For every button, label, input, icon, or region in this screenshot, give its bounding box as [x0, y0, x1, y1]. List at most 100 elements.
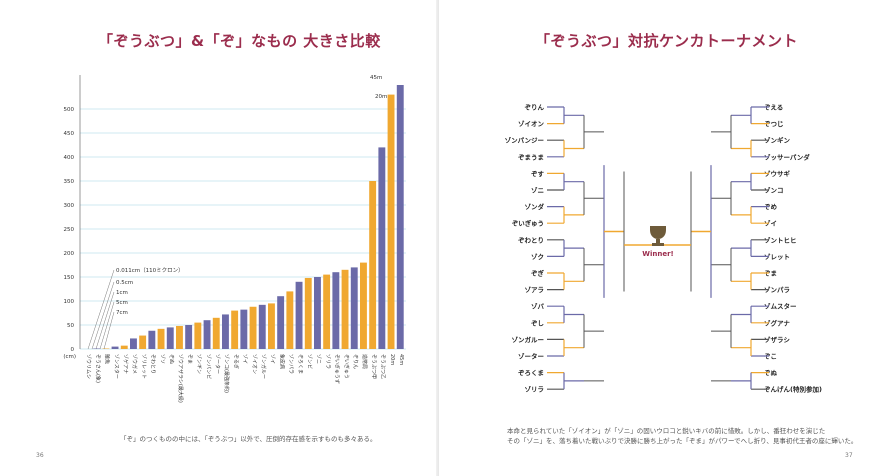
- bar-category-label: 雑魚: [104, 354, 111, 364]
- bar-category-label: 象皮病: [278, 354, 285, 369]
- size-annotation: 0.011cm（110ミクロン）: [116, 267, 184, 274]
- bar: [268, 303, 275, 349]
- bar: [139, 335, 147, 349]
- bar-category-label: ぞうぶつ乙: [380, 354, 387, 379]
- competitor-name: ゾグアナ: [764, 318, 790, 327]
- size-annotation: 20m: [375, 94, 387, 100]
- competitor-name: ぞんげん(特別参加): [764, 385, 822, 394]
- bar: [341, 269, 349, 349]
- competitor-name: ゾアラ: [525, 285, 545, 294]
- bar: [286, 291, 294, 349]
- y-tick-label: 150: [64, 275, 75, 281]
- annotation-leader: [91, 281, 115, 350]
- competitor-name: ぞつじ: [764, 120, 784, 128]
- competitor-name: ぞいぎゅう: [512, 219, 544, 228]
- bar: [120, 345, 128, 349]
- bar-category-label: ゾソ: [159, 354, 165, 364]
- y-tick-label: 300: [64, 203, 75, 209]
- bar-category-label: ゾウアザラシ(最大級): [177, 354, 184, 403]
- competitor-name: ゾイ: [764, 219, 777, 228]
- competitor-name: ぞろくま: [518, 368, 544, 377]
- bar-category-label: ぞうぶつ甲: [370, 354, 377, 379]
- competitor-name: ゾンガルー: [512, 335, 545, 344]
- bar-category-label: ゾーター: [214, 354, 221, 374]
- bar: [212, 317, 220, 349]
- bar-category-label: ぞいぎゅう: [343, 354, 350, 379]
- competitor-name: ゾーター: [518, 352, 544, 361]
- y-tick-label: 100: [64, 299, 75, 305]
- y-tick-label: 500: [64, 107, 75, 113]
- competitor-name: ぞし: [531, 319, 544, 327]
- bar: [249, 306, 257, 349]
- competitor-name: ゾウサギ: [764, 169, 791, 178]
- bar-category-label: ゾゲアナ: [122, 354, 129, 374]
- competitor-name: ゾンコ: [764, 186, 784, 195]
- bar-category-label: ぞいぎゅうず: [334, 354, 341, 384]
- competitor-name: ゾク: [531, 252, 544, 261]
- bar-category-label: ゾンビ: [306, 354, 313, 369]
- competitor-name: ゾリラ: [525, 385, 545, 394]
- competitor-name: ゾバ: [531, 302, 545, 311]
- y-tick-label: 50: [67, 323, 74, 329]
- bar: [231, 310, 239, 349]
- size-annotation: 45m: [370, 75, 382, 81]
- winner-label: Winner!: [642, 250, 673, 258]
- bar-category-label: ゾイ: [242, 354, 248, 364]
- bar-category-label: ぞま: [186, 354, 193, 364]
- bar-category-label: ゾンスター: [113, 354, 120, 379]
- page-title-right: 「ぞうぶつ」対抗ケンカトーナメント: [535, 32, 799, 50]
- bar: [323, 274, 331, 349]
- annotation-leader: [99, 301, 115, 350]
- bar: [396, 85, 404, 349]
- caption-right-line-2: その「ゾニ」を、落ち着いた戦いぶりで決勝に勝ち上がった「ぞま」がパワーでへし折り…: [507, 437, 858, 445]
- tournament-bracket: ぞりんゾイオンゾンパンジーぞまうまぞすゾニゾンダぞいぎゅうぞわとりゾクぞぎゾアラ…: [505, 103, 822, 394]
- bar: [378, 147, 386, 349]
- bar-category-label: 45m: [398, 354, 404, 365]
- bar-category-label: 20m: [389, 354, 395, 365]
- bar: [148, 330, 156, 349]
- bar: [258, 304, 266, 349]
- bar-category-label: ゾリレット: [140, 354, 146, 379]
- bar-category-label: ぞるぎ: [232, 354, 239, 369]
- bar: [350, 267, 358, 349]
- bar-category-label: ゾイオン: [251, 354, 257, 374]
- bar: [332, 272, 340, 349]
- trophy-stem: [656, 239, 660, 243]
- competitor-name: ゾンギン: [764, 136, 791, 145]
- bar: [314, 277, 321, 349]
- bar-category-label: ゾンガルー: [260, 354, 267, 379]
- competitor-name: ゾニ: [531, 186, 544, 195]
- bar: [295, 281, 303, 349]
- page-number-right: 37: [845, 452, 853, 459]
- bar: [176, 325, 183, 349]
- bar-category-label: ゾンパラ: [288, 354, 294, 374]
- bar: [130, 338, 137, 349]
- competitor-name: ぞえる: [764, 103, 783, 112]
- caption-right-line-1: 本命と見られていた「ゾイオン」が「ゾニ」の固いウロコと鋭いキバの前に惜敗。しかし…: [507, 427, 826, 435]
- bar: [185, 325, 193, 349]
- bar: [240, 309, 248, 349]
- bar: [304, 277, 312, 349]
- size-annotation: 5cm: [116, 300, 128, 306]
- bar-category-label: ゾウリムシ: [85, 354, 92, 379]
- competitor-name: ゾンパンジー: [505, 136, 544, 145]
- y-tick-label: 0: [71, 347, 75, 353]
- competitor-name: ゾンパラ: [764, 285, 790, 294]
- page-number-left: 36: [36, 452, 44, 459]
- competitor-name: ぞめ: [764, 203, 778, 211]
- annotation-leader: [103, 311, 115, 350]
- competitor-name: ぞぎ: [531, 269, 545, 278]
- bar-category-label: ゾニ: [315, 354, 321, 364]
- bar-category-label: ぞわとり: [150, 354, 157, 374]
- competitor-name: ぞわとり: [518, 235, 544, 244]
- competitor-name: ゾムスター: [764, 302, 797, 311]
- competitor-name: ぞまうま: [518, 152, 544, 161]
- bar-category-label: ぞうさん(象): [94, 354, 101, 383]
- bar-category-label: ぞろくま: [297, 354, 304, 374]
- annotation-leader: [95, 291, 115, 350]
- bar: [277, 296, 285, 349]
- bar-category-label: ゾイ: [269, 354, 275, 364]
- bar-category-label: ゾウガメ: [131, 354, 138, 374]
- competitor-name: ゾザラシ: [764, 335, 790, 344]
